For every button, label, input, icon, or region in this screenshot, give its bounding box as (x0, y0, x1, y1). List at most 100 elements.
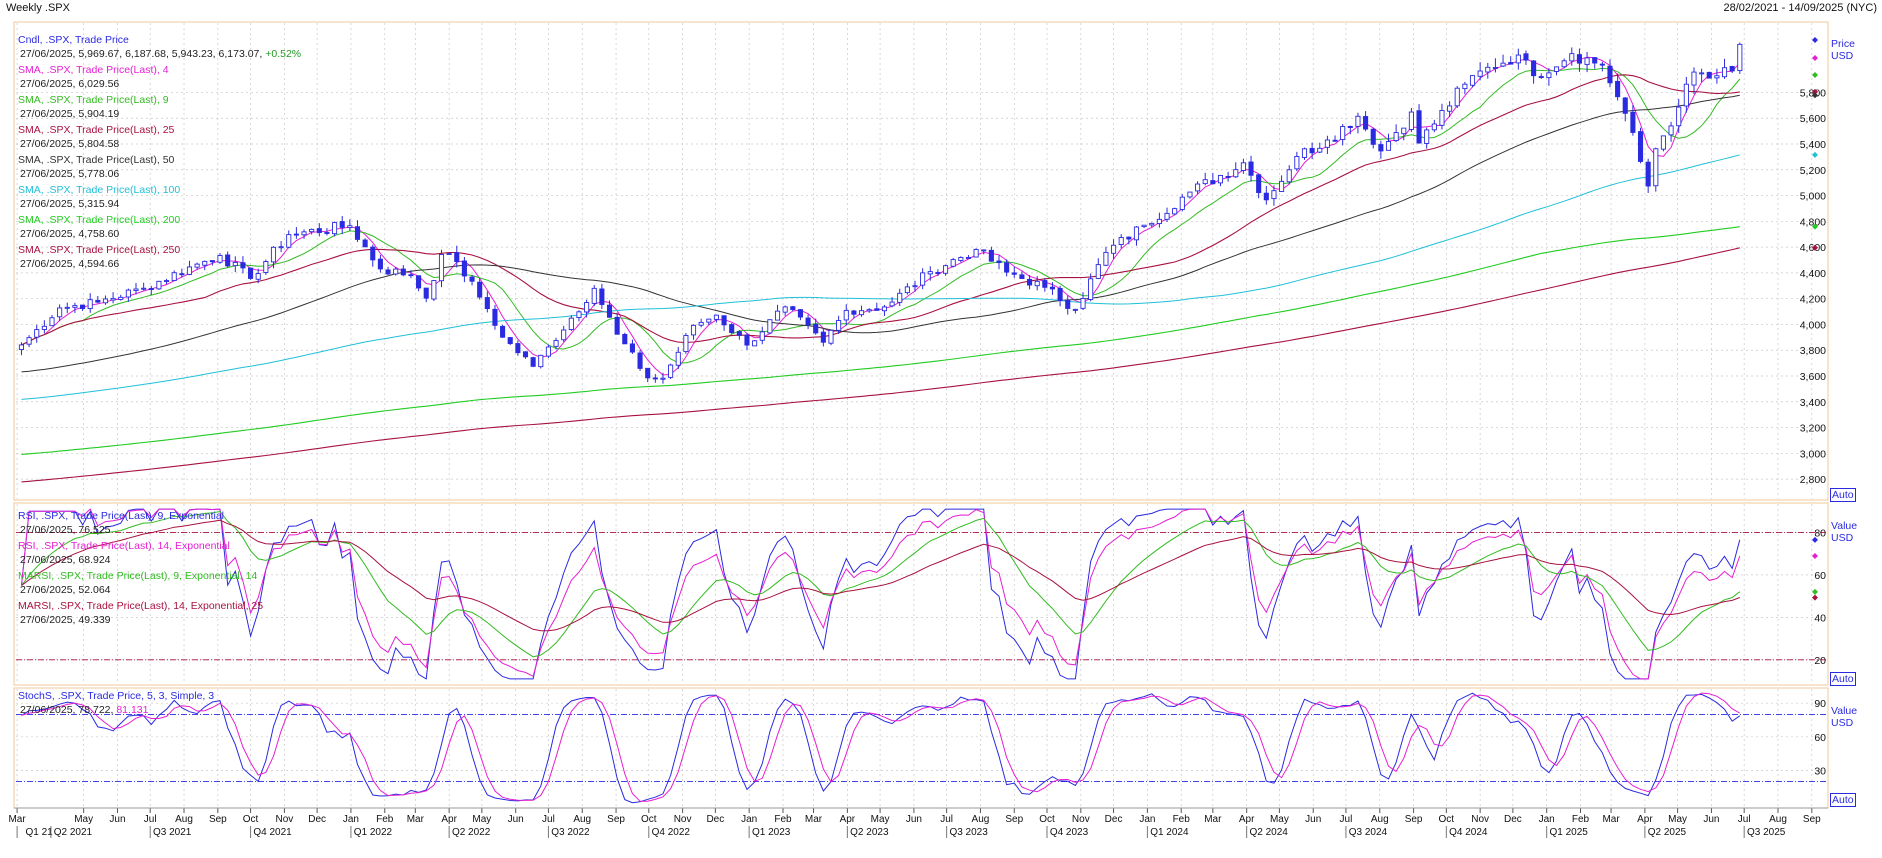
month-label: Mar (1204, 814, 1222, 825)
candle-body (538, 354, 544, 368)
candle-body (202, 260, 208, 266)
legend-series-name[interactable]: SMA, .SPX, Trade Price(Last), 200 (18, 214, 181, 226)
candle-body (1347, 126, 1353, 129)
candle-body (1546, 72, 1552, 79)
candle-body (1645, 161, 1651, 187)
month-label: Oct (1439, 814, 1455, 825)
month-label: Aug (1371, 814, 1389, 825)
candle-body (293, 233, 299, 236)
price-pane-border (13, 21, 1829, 501)
candle-body (1469, 75, 1476, 86)
candle-body (316, 228, 322, 234)
candle-body (660, 377, 666, 380)
candle-body (461, 260, 467, 277)
price-tick-label: 3,400 (1800, 397, 1826, 409)
price-tick-label: 5,800 (1800, 87, 1826, 99)
legend-series-name[interactable]: SMA, .SPX, Trade Price(Last), 9 (18, 94, 169, 106)
candle-body (1508, 62, 1514, 65)
candle-body (606, 304, 613, 318)
candle-body (568, 317, 574, 330)
sma250-marker (1812, 244, 1818, 251)
quarter-label: Q3 2025 (1747, 827, 1786, 838)
month-label: Aug (175, 814, 193, 825)
price-auto-scale-button[interactable]: Auto (1830, 488, 1856, 502)
candle-body (1080, 298, 1086, 309)
legend-series-name[interactable]: MARSI, .SPX, Trade Price(Last), 14, Expo… (18, 600, 264, 612)
candle-body (1401, 127, 1407, 135)
candle-body (1301, 148, 1308, 158)
candle-body (141, 287, 147, 290)
candle-body (713, 314, 719, 320)
candle-body (866, 309, 872, 312)
legend-series-name[interactable]: RSI, .SPX, Trade Price(Last), 14, Expone… (18, 540, 230, 552)
candle-body (1363, 116, 1369, 130)
legend-series-name[interactable]: SMA, .SPX, Trade Price(Last), 100 (18, 184, 181, 196)
legend-series-name[interactable]: SMA, .SPX, Trade Price(Last), 50 (18, 154, 175, 166)
candle-body (1462, 83, 1468, 90)
month-label: Dec (1504, 814, 1522, 825)
quarter-label: Q1 2024 (1150, 827, 1189, 838)
quarter-label: Q2 2024 (1249, 827, 1288, 838)
candle-body (988, 249, 994, 262)
candle-body (805, 317, 811, 326)
price-tick-label: 2,800 (1800, 474, 1826, 486)
legend-series-name[interactable]: MARSI, .SPX, Trade Price(Last), 9, Expon… (18, 570, 258, 582)
candle-body (1454, 87, 1460, 107)
candle-body (1225, 176, 1231, 178)
legend-value-text: 27/06/2025, 6,029.56 (20, 78, 120, 90)
month-label: Nov (1471, 814, 1489, 825)
candle-body (354, 226, 361, 240)
candle-body (927, 271, 933, 275)
candle-body (1027, 278, 1033, 286)
candle-body (889, 301, 895, 307)
legend-series-value: 27/06/2025, 78.722, 81.131 (20, 704, 148, 716)
candle-body (942, 265, 949, 274)
candle-body (1019, 274, 1025, 279)
candle-body (18, 344, 25, 350)
candle-body (1569, 53, 1575, 62)
rsi-auto-scale-button[interactable]: Auto (1830, 672, 1856, 686)
candle-body (767, 319, 773, 334)
candle-body (1294, 156, 1300, 170)
candle-body (1004, 262, 1010, 273)
legend-series-name[interactable]: SMA, .SPX, Trade Price(Last), 25 (18, 124, 175, 136)
candle-body (553, 340, 559, 347)
candle-body (1202, 179, 1208, 185)
month-label: Jul (144, 814, 157, 825)
candle-body (668, 364, 674, 378)
candle-body (1607, 65, 1613, 84)
candle-body (1240, 162, 1246, 171)
legend-series-name[interactable]: StochS, .SPX, Trade Price, 5, 3, Simple,… (18, 690, 215, 702)
candle-body (1195, 183, 1201, 192)
month-label: Jun (109, 814, 125, 825)
candle-body (209, 260, 215, 263)
candle-body (26, 337, 32, 345)
legend-series-name[interactable]: SMA, .SPX, Trade Price(Last), 250 (18, 244, 181, 256)
candle-body (232, 261, 238, 267)
candle-body (1584, 57, 1590, 65)
quarter-label: Q2 2023 (850, 827, 889, 838)
legend-series-name[interactable]: Cndl, .SPX, Trade Price (18, 34, 129, 46)
legend-series-name[interactable]: SMA, .SPX, Trade Price(Last), 4 (18, 64, 169, 76)
price-tick-label: 5,600 (1800, 113, 1826, 125)
month-label: Jan (343, 814, 359, 825)
candle-body (645, 367, 651, 379)
candle-body (1592, 57, 1598, 64)
legend-value-text: 27/06/2025, 5,315.94 (20, 198, 120, 210)
candle-body (851, 310, 857, 315)
candle-body (454, 252, 460, 262)
candle-body (797, 309, 803, 318)
candle-body (1034, 280, 1040, 287)
candle-body (278, 246, 284, 249)
marsi14-marker (1812, 594, 1818, 601)
legend-series-name[interactable]: RSI, .SPX, Trade Price(Last), 9, Exponen… (18, 510, 225, 522)
candle-body (1622, 97, 1628, 114)
candle-body (1256, 174, 1262, 194)
sma-200-line (21, 226, 1740, 455)
rsi-pane-border (13, 502, 1829, 686)
candle-body (591, 287, 597, 304)
month-label: Oct (243, 814, 259, 825)
stoch-auto-scale-button[interactable]: Auto (1830, 793, 1856, 807)
candle-body (1576, 54, 1582, 64)
